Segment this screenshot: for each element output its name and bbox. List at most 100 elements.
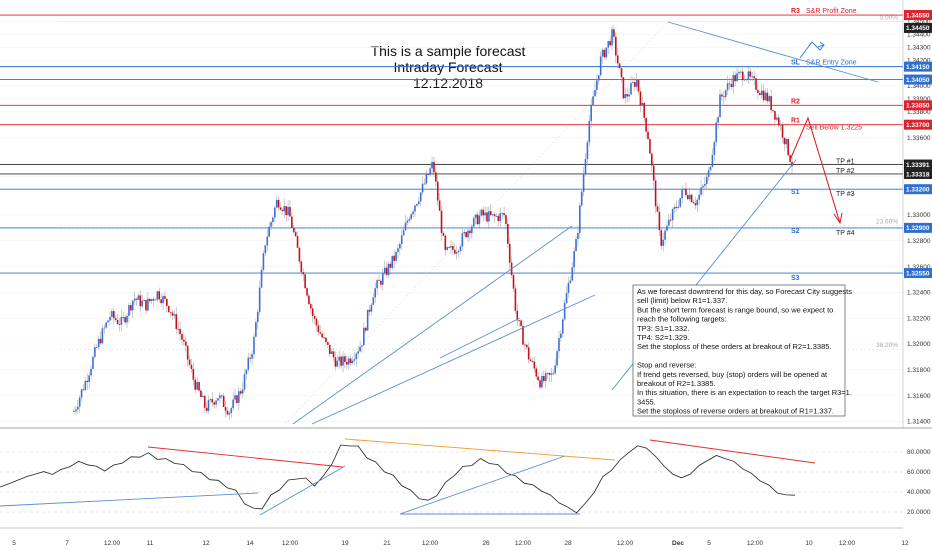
candle-body <box>421 183 424 193</box>
candle-body <box>734 75 736 82</box>
candle-body <box>565 293 568 304</box>
candle-body <box>116 320 119 324</box>
candle-body <box>478 215 481 225</box>
candle-body <box>321 333 323 338</box>
candle-body <box>577 233 579 239</box>
candle-body <box>202 395 204 398</box>
osc-tick-label: 80.0000 <box>907 449 931 456</box>
candle-body <box>209 399 212 401</box>
candle-body <box>372 297 375 305</box>
annotation-line: Set the stoploss of these orders at brea… <box>637 342 832 351</box>
candle-body <box>389 263 392 268</box>
candle-body <box>124 317 126 323</box>
osc-trend-orange <box>344 438 616 461</box>
candle-body <box>338 356 341 361</box>
candle-body <box>558 338 560 352</box>
candle-body <box>94 347 96 357</box>
candle-body <box>681 189 683 199</box>
candle-body <box>130 305 132 311</box>
candle-body <box>154 299 157 301</box>
candle-body <box>184 341 187 346</box>
candle-body <box>679 198 682 207</box>
candle-body <box>741 71 744 81</box>
candle-body <box>239 391 242 394</box>
candle-body <box>361 345 363 347</box>
candle-body <box>533 361 536 369</box>
candle-body <box>78 397 81 407</box>
level-label: S2 <box>791 228 800 235</box>
candle-body <box>310 304 312 309</box>
candle-body <box>768 96 771 102</box>
candle-body <box>493 214 496 217</box>
candle-body <box>167 305 170 312</box>
candle-body <box>495 215 498 217</box>
arrow-down-path <box>789 116 841 224</box>
candle-body <box>393 255 395 261</box>
candle-body <box>499 213 502 222</box>
candle-body <box>616 55 619 64</box>
candle-body <box>366 309 369 331</box>
candle-body <box>594 90 596 97</box>
trendline-support-4 <box>439 317 521 359</box>
candle-body <box>395 252 397 261</box>
candle-body <box>277 199 280 208</box>
candle-body <box>668 219 670 226</box>
time-tick-label: Dec <box>672 540 684 547</box>
time-tick-label: 7 <box>65 540 69 547</box>
candle-body <box>755 78 757 90</box>
candle-body <box>546 372 549 374</box>
candle-body <box>508 243 511 263</box>
candle-body <box>539 380 541 388</box>
candle-body <box>302 272 305 275</box>
annotation-line: Set the stoploss of reverse orders at br… <box>637 407 834 416</box>
title-line-3: 12.12.2018 <box>413 75 483 91</box>
candle-body <box>688 194 691 200</box>
level-label: S1 <box>791 189 800 196</box>
candle-body <box>505 215 507 224</box>
price-tick-label: 1.32200 <box>907 315 931 322</box>
candle-body <box>613 29 615 37</box>
candle-body <box>256 311 259 323</box>
price-tick-label: 1.31600 <box>907 393 931 400</box>
price-tag-box <box>904 268 932 279</box>
trendline-support-2 <box>311 294 596 425</box>
candle-body <box>704 183 706 186</box>
candle-body <box>438 200 441 211</box>
candle-body <box>480 209 483 216</box>
candle-body <box>435 172 437 182</box>
candle-body <box>266 236 269 246</box>
candle-body <box>317 325 320 333</box>
candle-body <box>175 314 178 330</box>
annotation-line: But the short term forecast is range bou… <box>637 305 833 314</box>
candle-body <box>423 183 426 185</box>
candle-body <box>453 249 456 254</box>
candle-body <box>262 253 265 270</box>
candle-body <box>671 209 674 221</box>
candle-body <box>520 320 522 327</box>
candle-body <box>107 320 109 323</box>
candle-body <box>160 299 162 304</box>
candle-body <box>88 375 90 383</box>
annotation-line: TP4: S2=1.329. <box>637 333 689 342</box>
candle-body <box>166 298 168 306</box>
candle-body <box>245 369 248 375</box>
candle-body <box>378 280 380 282</box>
candle-body <box>730 84 733 88</box>
candle-body <box>380 280 382 285</box>
arrow-up-head <box>817 41 826 48</box>
osc-trend-red-2 <box>649 439 816 464</box>
time-tick-label: 12:00 <box>617 540 634 547</box>
candle-body <box>707 170 710 177</box>
candle-body <box>722 96 725 98</box>
candle-body <box>711 154 714 167</box>
candle-body <box>497 215 500 222</box>
candle-body <box>611 29 613 46</box>
candle-body <box>743 79 746 81</box>
price-tag-label: 1.34150 <box>906 64 930 71</box>
price-tick-label: 1.34000 <box>907 83 931 90</box>
support-resistance-levels: R3 S&R Profit Zone SL S&R Entry Zone R2 R1 Sel… <box>0 8 903 282</box>
candle-body <box>489 211 492 215</box>
candle-body <box>525 344 528 348</box>
time-tick-label: 12:00 <box>515 540 532 547</box>
candle-body <box>417 201 420 204</box>
